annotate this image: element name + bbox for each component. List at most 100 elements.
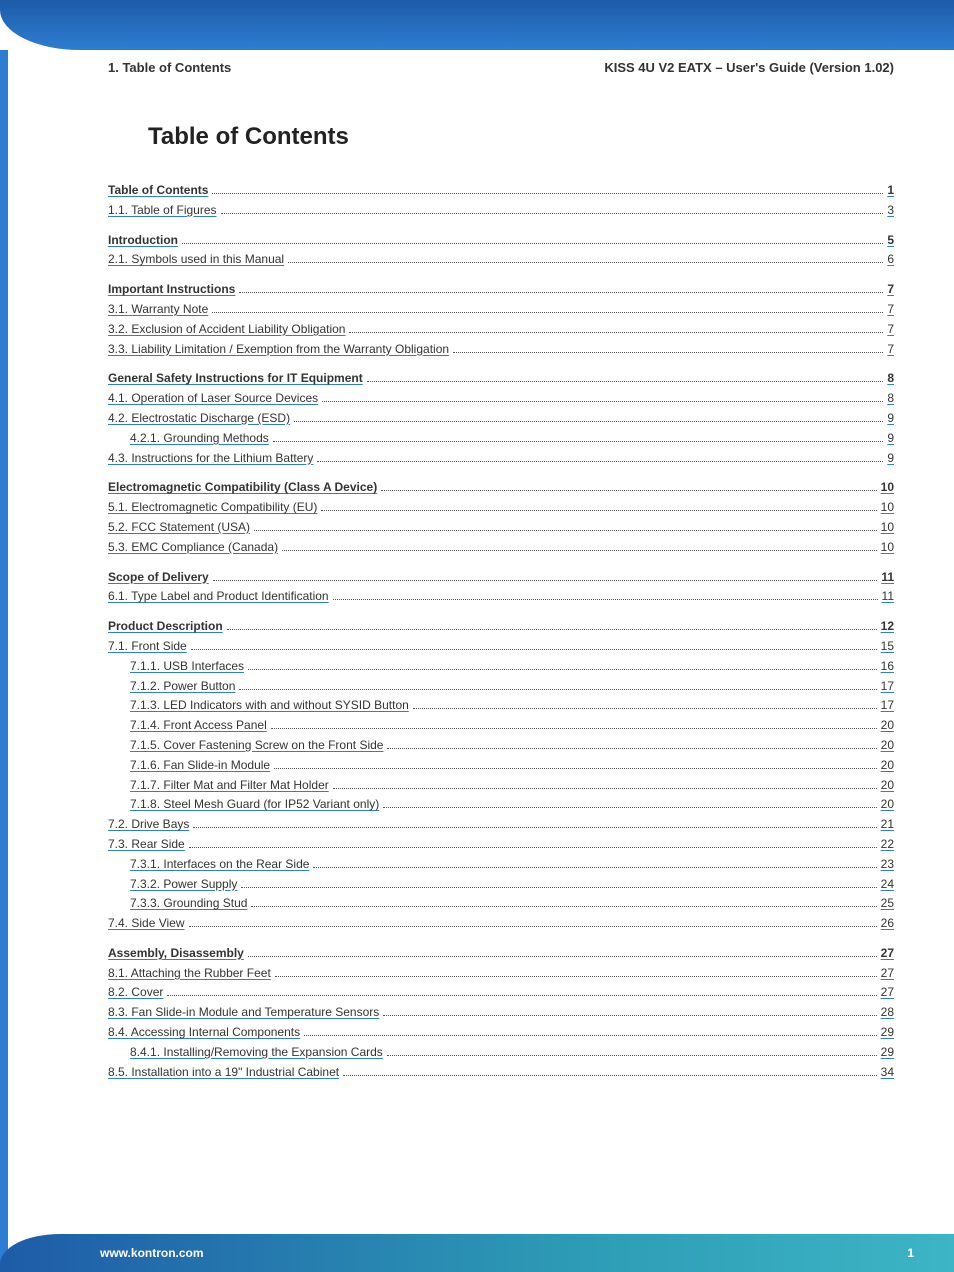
toc-leader-dots [321,510,876,511]
toc-entry[interactable]: Important Instructions7 [108,280,894,300]
toc-entry[interactable]: 1.1. Table of Figures3 [108,201,894,221]
toc-entry[interactable]: 5.1. Electromagnetic Compatibility (EU) 1… [108,498,894,518]
toc-page-number: 7 [887,320,894,340]
toc-entry[interactable]: 8.2. Cover27 [108,983,894,1003]
toc-leader-dots [239,689,876,690]
toc-label: Scope of Delivery [108,568,209,588]
footer-url[interactable]: www.kontron.com [100,1246,204,1260]
toc-leader-dots [413,708,877,709]
toc-page-number: 25 [881,894,894,914]
toc-entry[interactable]: Assembly, Disassembly27 [108,944,894,964]
toc-leader-dots [282,550,877,551]
toc-entry[interactable]: 4.2.1. Grounding Methods9 [108,429,894,449]
toc-entry[interactable]: Product Description12 [108,617,894,637]
toc-leader-dots [274,768,877,769]
toc-entry[interactable]: 7.3. Rear Side22 [108,835,894,855]
toc-page-number: 26 [881,914,894,934]
toc-leader-dots [273,441,884,442]
header-left: 1. Table of Contents [108,60,231,75]
toc-label: 7.1.7. Filter Mat and Filter Mat Holder [130,776,329,796]
toc-entry[interactable]: 8.5. Installation into a 19" Industrial … [108,1063,894,1083]
toc-entry[interactable]: 8.4.1. Installing/Removing the Expansion… [108,1043,894,1063]
toc-entry[interactable]: 3.1. Warranty Note7 [108,300,894,320]
toc-page-number: 9 [887,449,894,469]
toc-label: 8.5. Installation into a 19" Industrial … [108,1063,339,1083]
toc-leader-dots [189,847,877,848]
toc-label: 6.1. Type Label and Product Identificati… [108,587,329,607]
toc-entry[interactable]: 7.1.4. Front Access Panel20 [108,716,894,736]
toc-entry[interactable]: 4.1. Operation of Laser Source Devices 8 [108,389,894,409]
toc-entry[interactable]: 4.3. Instructions for the Lithium Batter… [108,449,894,469]
toc-entry[interactable]: 7.1.7. Filter Mat and Filter Mat Holder 2… [108,776,894,796]
toc-label: 7.1.5. Cover Fastening Screw on the Fron… [130,736,383,756]
toc-page-number: 20 [881,736,894,756]
toc-entry[interactable]: 6.1. Type Label and Product Identificati… [108,587,894,607]
toc-entry[interactable]: 7.4. Side View26 [108,914,894,934]
toc-entry[interactable]: 5.3. EMC Compliance (Canada)10 [108,538,894,558]
toc-entry[interactable]: 7.2. Drive Bays21 [108,815,894,835]
toc-leader-dots [322,401,883,402]
toc-label: Assembly, Disassembly [108,944,244,964]
toc-entry[interactable]: General Safety Instructions for IT Equip… [108,369,894,389]
toc-entry[interactable]: 8.1. Attaching the Rubber Feet27 [108,964,894,984]
toc-page-number: 8 [887,369,894,389]
toc-entry[interactable]: 7.1.3. LED Indicators with and without S… [108,696,894,716]
toc-entry[interactable]: 7.3.3. Grounding Stud25 [108,894,894,914]
toc-leader-dots [288,262,883,263]
toc-page-number: 7 [887,300,894,320]
toc-page-number: 20 [881,776,894,796]
toc-entry[interactable]: 4.2. Electrostatic Discharge (ESD)9 [108,409,894,429]
toc-page-number: 1 [887,181,894,201]
toc-entry[interactable]: 7.1.2. Power Button17 [108,677,894,697]
toc-entry[interactable]: Electromagnetic Compatibility (Class A D… [108,478,894,498]
toc-leader-dots [383,1015,876,1016]
table-of-contents: Table of Contents 11.1. Table of Figures3… [8,181,954,1082]
toc-label: Table of Contents [108,181,208,201]
toc-page-number: 20 [881,716,894,736]
toc-entry[interactable]: 7.1. Front Side15 [108,637,894,657]
toc-entry[interactable]: 7.3.2. Power Supply24 [108,875,894,895]
toc-page-number: 20 [881,795,894,815]
toc-leader-dots [367,381,884,382]
toc-entry[interactable]: 2.1. Symbols used in this Manual6 [108,250,894,270]
toc-label: 7.1.8. Steel Mesh Guard (for IP52 Varian… [130,795,379,815]
toc-entry[interactable]: 7.1.1. USB Interfaces16 [108,657,894,677]
toc-label: Product Description [108,617,223,637]
toc-page-number: 10 [881,498,894,518]
toc-entry[interactable]: Scope of Delivery11 [108,568,894,588]
toc-entry[interactable]: 8.4. Accessing Internal Components29 [108,1023,894,1043]
toc-page-number: 28 [881,1003,894,1023]
toc-entry[interactable]: 7.1.5. Cover Fastening Screw on the Fron… [108,736,894,756]
toc-label: 7.1.1. USB Interfaces [130,657,244,677]
toc-entry[interactable]: 7.1.6. Fan Slide-in Module20 [108,756,894,776]
toc-label: 8.1. Attaching the Rubber Feet [108,964,271,984]
toc-label: 7.1.3. LED Indicators with and without S… [130,696,409,716]
toc-page-number: 8 [887,389,894,409]
toc-label: 8.3. Fan Slide-in Module and Temperature… [108,1003,379,1023]
toc-leader-dots [343,1075,877,1076]
toc-entry[interactable]: 7.3.1. Interfaces on the Rear Side 23 [108,855,894,875]
toc-leader-dots [212,193,883,194]
toc-entry[interactable]: 3.3. Liability Limitation / Exemption fr… [108,340,894,360]
toc-page-number: 29 [881,1023,894,1043]
toc-entry[interactable]: 5.2. FCC Statement (USA)10 [108,518,894,538]
toc-page-number: 24 [881,875,894,895]
toc-page-number: 10 [881,478,894,498]
toc-leader-dots [167,995,876,996]
toc-leader-dots [349,332,883,333]
toc-leader-dots [239,292,883,293]
toc-page-number: 7 [887,340,894,360]
toc-label: 7.3.1. Interfaces on the Rear Side [130,855,309,875]
toc-page-number: 5 [887,231,894,251]
toc-label: 4.1. Operation of Laser Source Devices [108,389,318,409]
toc-page-number: 17 [881,696,894,716]
toc-entry[interactable]: 7.1.8. Steel Mesh Guard (for IP52 Varian… [108,795,894,815]
toc-entry[interactable]: 8.3. Fan Slide-in Module and Temperature… [108,1003,894,1023]
toc-page-number: 10 [881,538,894,558]
toc-entry[interactable]: 3.2. Exclusion of Accident Liability Obl… [108,320,894,340]
toc-leader-dots [453,352,883,353]
toc-label: 5.1. Electromagnetic Compatibility (EU) [108,498,317,518]
toc-entry[interactable]: Table of Contents 1 [108,181,894,201]
toc-page-number: 23 [881,855,894,875]
toc-entry[interactable]: Introduction5 [108,231,894,251]
